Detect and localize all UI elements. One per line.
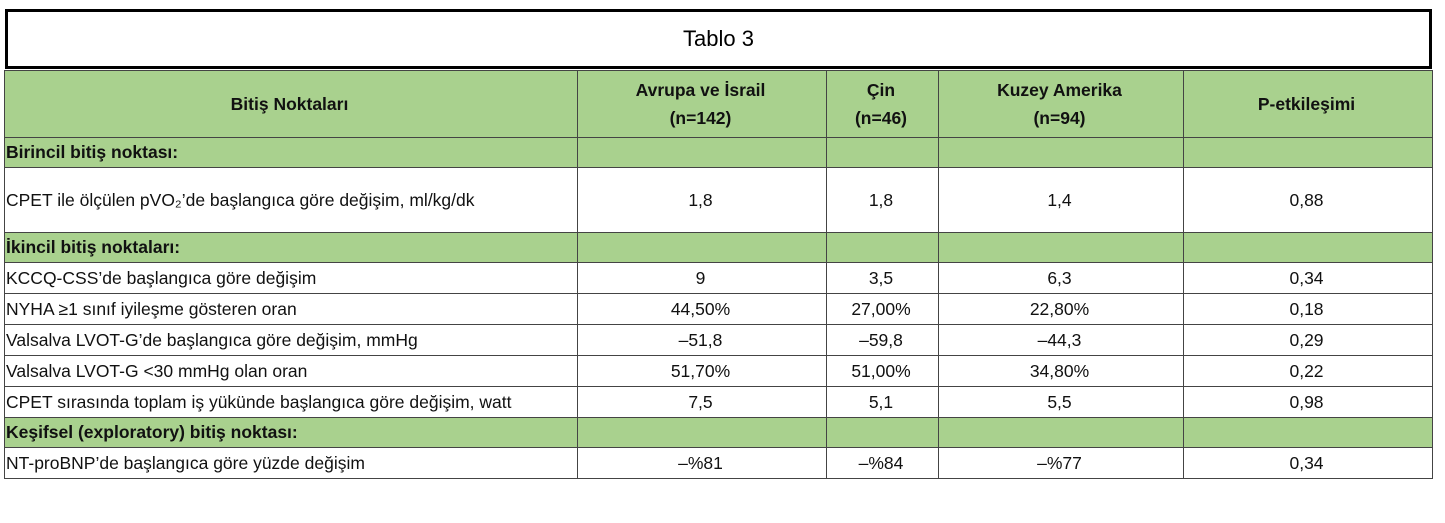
empty-cell [577, 417, 827, 448]
row-label: KCCQ-CSS’de başlangıca göre değişim [4, 262, 578, 294]
value-cell: 0,18 [1183, 293, 1433, 325]
empty-cell [826, 232, 939, 263]
value-cell: –51,8 [577, 324, 827, 356]
empty-cell [826, 137, 939, 168]
value-cell: 0,22 [1183, 355, 1433, 387]
value-cell: –59,8 [826, 324, 939, 356]
empty-cell [938, 417, 1184, 448]
value-cell: 0,34 [1183, 447, 1433, 479]
header-line: Kuzey Amerika [997, 80, 1122, 100]
value-cell: 5,1 [826, 386, 939, 418]
header-line: (n=142) [669, 108, 732, 128]
value-cell: –%81 [577, 447, 827, 479]
value-cell: 1,4 [938, 167, 1184, 233]
header-cell: P-etkileşimi [1183, 70, 1433, 138]
value-cell: 44,50% [577, 293, 827, 325]
header-text: P-etkileşimi [1257, 94, 1356, 114]
row-label: CPET ile ölçülen pVO₂’de başlangıca göre… [4, 167, 578, 233]
section-label: Birincil bitiş noktası: [4, 137, 578, 168]
value-cell: 6,3 [938, 262, 1184, 294]
value-cell: 34,80% [938, 355, 1184, 387]
data-row: Valsalva LVOT-G <30 mmHg olan oran 51,70%… [4, 355, 1433, 387]
row-label: CPET sırasında toplam iş yükünde başlang… [4, 386, 578, 418]
header-line: Avrupa ve İsrail [635, 80, 766, 100]
section-row: Birincil bitiş noktası: [4, 137, 1433, 168]
header-text: Bitiş Noktaları [230, 94, 349, 114]
row-label: NT-proBNP’de başlangıca göre yüzde değiş… [4, 447, 578, 479]
header-line: (n=46) [854, 108, 908, 128]
empty-cell [826, 417, 939, 448]
section-label: Keşifsel (exploratory) bitiş noktası: [4, 417, 578, 448]
empty-cell [577, 137, 827, 168]
data-row: NT-proBNP’de başlangıca göre yüzde değiş… [4, 447, 1433, 479]
value-cell: 51,70% [577, 355, 827, 387]
row-label: Valsalva LVOT-G’de başlangıca göre değiş… [4, 324, 578, 356]
row-label: NYHA ≥1 sınıf iyileşme gösteren oran [4, 293, 578, 325]
value-cell: 3,5 [826, 262, 939, 294]
value-cell: 0,34 [1183, 262, 1433, 294]
header-row: Bitiş Noktaları Avrupa ve İsrail (n=142) Çi… [4, 70, 1433, 138]
section-label: İkincil bitiş noktaları: [4, 232, 578, 263]
empty-cell [1183, 417, 1433, 448]
value-cell: 27,00% [826, 293, 939, 325]
empty-cell [577, 232, 827, 263]
row-label: Valsalva LVOT-G <30 mmHg olan oran [4, 355, 578, 387]
value-cell: 51,00% [826, 355, 939, 387]
data-row: NYHA ≥1 sınıf iyileşme gösteren oran 44,5… [4, 293, 1433, 325]
empty-cell [1183, 232, 1433, 263]
section-row: İkincil bitiş noktaları: [4, 232, 1433, 263]
value-cell: 0,88 [1183, 167, 1433, 233]
data-row: CPET sırasında toplam iş yükünde başlang… [4, 386, 1433, 418]
header-line: Çin [866, 80, 896, 100]
value-cell: –%84 [826, 447, 939, 479]
table: Bitiş Noktaları Avrupa ve İsrail (n=142) Çi… [4, 70, 1433, 479]
empty-cell [1183, 137, 1433, 168]
header-cell: Avrupa ve İsrail (n=142) [577, 70, 827, 138]
header-cell: Kuzey Amerika (n=94) [938, 70, 1184, 138]
value-cell: 1,8 [826, 167, 939, 233]
value-cell: 22,80% [938, 293, 1184, 325]
table-title: Tablo 3 [5, 9, 1432, 69]
data-row: CPET ile ölçülen pVO₂’de başlangıca göre… [4, 167, 1433, 233]
value-cell: 0,29 [1183, 324, 1433, 356]
value-cell: 5,5 [938, 386, 1184, 418]
header-cell: Bitiş Noktaları [4, 70, 578, 138]
value-cell: 9 [577, 262, 827, 294]
value-cell: 0,98 [1183, 386, 1433, 418]
empty-cell [938, 137, 1184, 168]
data-row: Valsalva LVOT-G’de başlangıca göre değiş… [4, 324, 1433, 356]
header-cell: Çin (n=46) [826, 70, 939, 138]
value-cell: 7,5 [577, 386, 827, 418]
header-line: (n=94) [1033, 108, 1086, 128]
value-cell: –%77 [938, 447, 1184, 479]
value-cell: 1,8 [577, 167, 827, 233]
empty-cell [938, 232, 1184, 263]
value-cell: –44,3 [938, 324, 1184, 356]
section-row: Keşifsel (exploratory) bitiş noktası: [4, 417, 1433, 448]
data-row: KCCQ-CSS’de başlangıca göre değişim 9 3,5 6… [4, 262, 1433, 294]
